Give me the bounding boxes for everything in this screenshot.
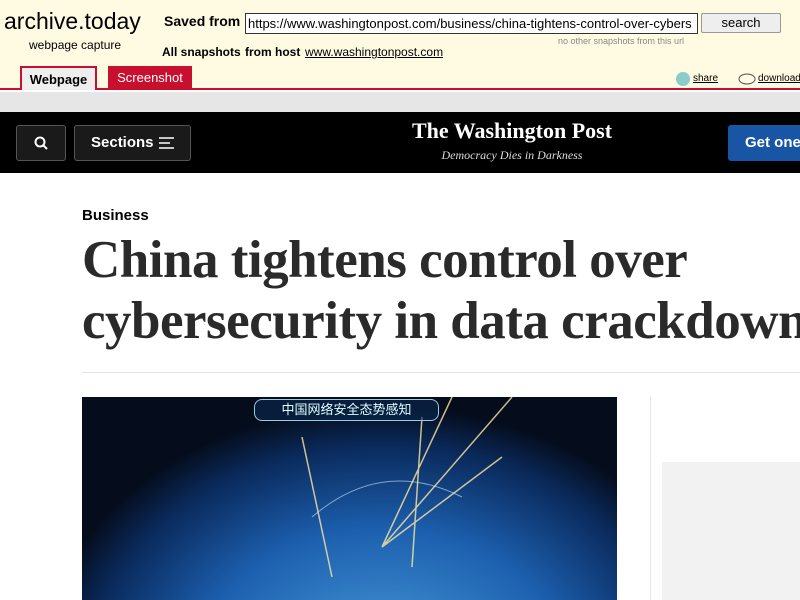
image-lines [301,397,513,578]
share-link[interactable]: share [693,73,719,84]
archive-bar: archive.today webpage capture Saved from… [0,0,800,90]
from-host-label: from host [245,45,301,59]
headline: cybersecurity in data crackdown [82,292,800,350]
archive-logo[interactable]: archive.today [4,8,141,34]
tab-screenshot[interactable]: Screenshot [108,66,192,90]
tab-webpage[interactable]: Webpage [20,66,97,90]
download-link[interactable]: download [758,73,800,84]
sections-button[interactable]: Sections [74,125,191,161]
archive-logo-sub: webpage capture [29,38,122,52]
article-image: 中国网络安全态势感知 [82,397,617,600]
search-icon [34,136,48,150]
sections-label: Sections [91,134,154,151]
section-label[interactable]: Business [82,207,149,224]
sidebar-divider [650,397,651,600]
tagline: Democracy Dies in Darkness [441,148,583,162]
ad-slot [662,462,800,600]
download-icon[interactable] [738,71,756,85]
subscribe-button[interactable]: Get one [728,125,800,161]
masthead[interactable]: The Washington Post [411,118,613,143]
host-link[interactable]: www.washingtonpost.com [305,45,444,59]
spacer [0,92,800,112]
headline: China tightens control over [82,231,688,289]
share-icon[interactable] [675,71,691,87]
divider [82,372,800,373]
image-caption: 中国网络安全态势感知 [254,399,439,421]
all-snapshots-label: All snapshots [162,45,241,59]
search-button[interactable] [16,125,66,161]
saved-from-label: Saved from [164,13,241,29]
no-snapshots-note: no other snapshots from this url [558,36,685,46]
menu-icon [159,137,174,149]
site-header: Sections The Washington Post Democracy D… [0,112,800,173]
url-input[interactable]: https://www.washingtonpost.com/business/… [245,13,698,34]
search-button[interactable]: search [701,13,781,33]
